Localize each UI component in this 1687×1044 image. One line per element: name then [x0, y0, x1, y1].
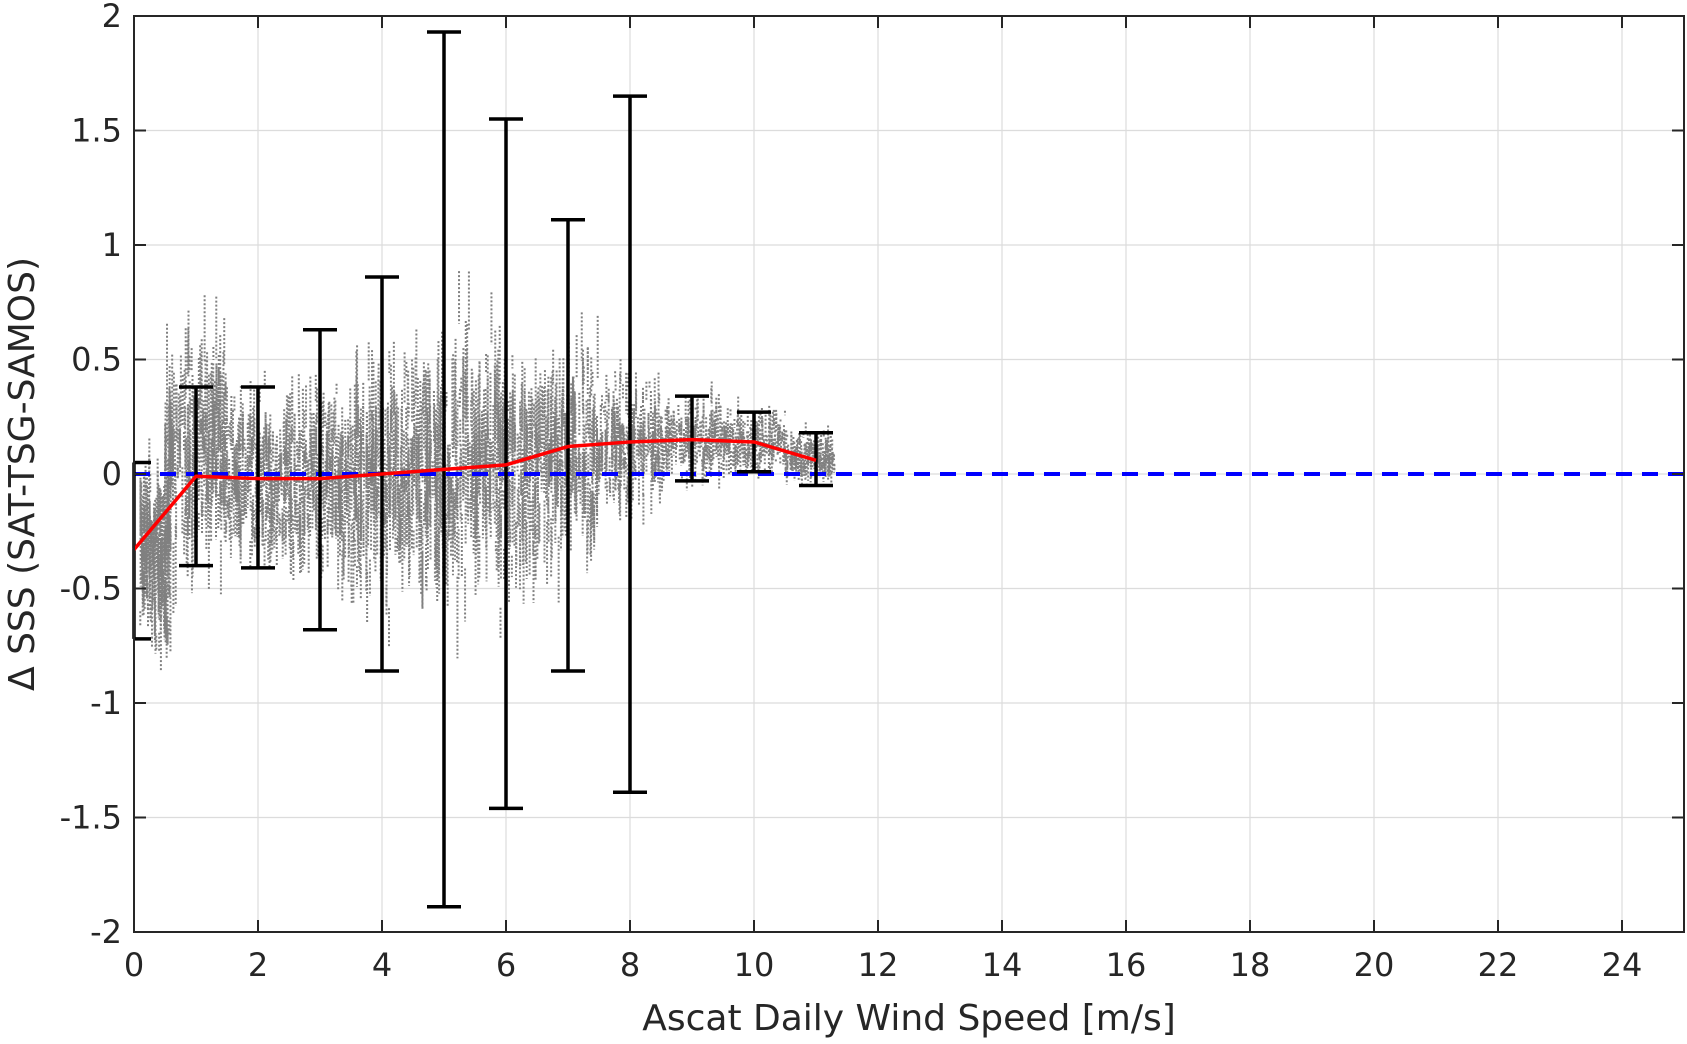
x-tick-label: 22: [1478, 946, 1519, 984]
x-tick-label: 16: [1106, 946, 1147, 984]
y-tick-label: 1.5: [71, 112, 122, 150]
y-tick-label: 1: [102, 226, 122, 264]
y-tick-label: 2: [102, 0, 122, 35]
error-bar: [613, 94, 647, 795]
y-tick-label: -0.5: [60, 570, 122, 608]
x-tick-label: 2: [248, 946, 268, 984]
x-tick-label: 8: [620, 946, 640, 984]
mean-line-series: [132, 437, 817, 551]
y-tick-label: -1: [90, 684, 122, 722]
x-tick-label: 6: [496, 946, 516, 984]
axis-ticks: 0 2 4 6 8 10 12 14 16 18 20 22 24-2-1.5-1-0.500.511.…: [60, 0, 1684, 984]
mean-line: [132, 437, 817, 551]
x-tick-label: 14: [982, 946, 1023, 984]
x-tick-label: 4: [372, 946, 392, 984]
x-tick-label: 24: [1602, 946, 1643, 984]
x-tick-label: 12: [858, 946, 899, 984]
x-tick-label: 0: [124, 946, 144, 984]
x-axis-label: Ascat Daily Wind Speed [m/s]: [642, 998, 1176, 1039]
y-axis-label: Δ SSS (SAT-TSG-SAMOS): [2, 257, 43, 691]
x-tick-label: 10: [734, 946, 775, 984]
x-tick-label: 18: [1230, 946, 1271, 984]
y-tick-label: -1.5: [60, 799, 122, 837]
x-tick-label: 20: [1354, 946, 1395, 984]
y-tick-label: -2: [90, 913, 122, 951]
y-tick-label: 0: [102, 455, 122, 493]
y-tick-label: 0.5: [71, 341, 122, 379]
